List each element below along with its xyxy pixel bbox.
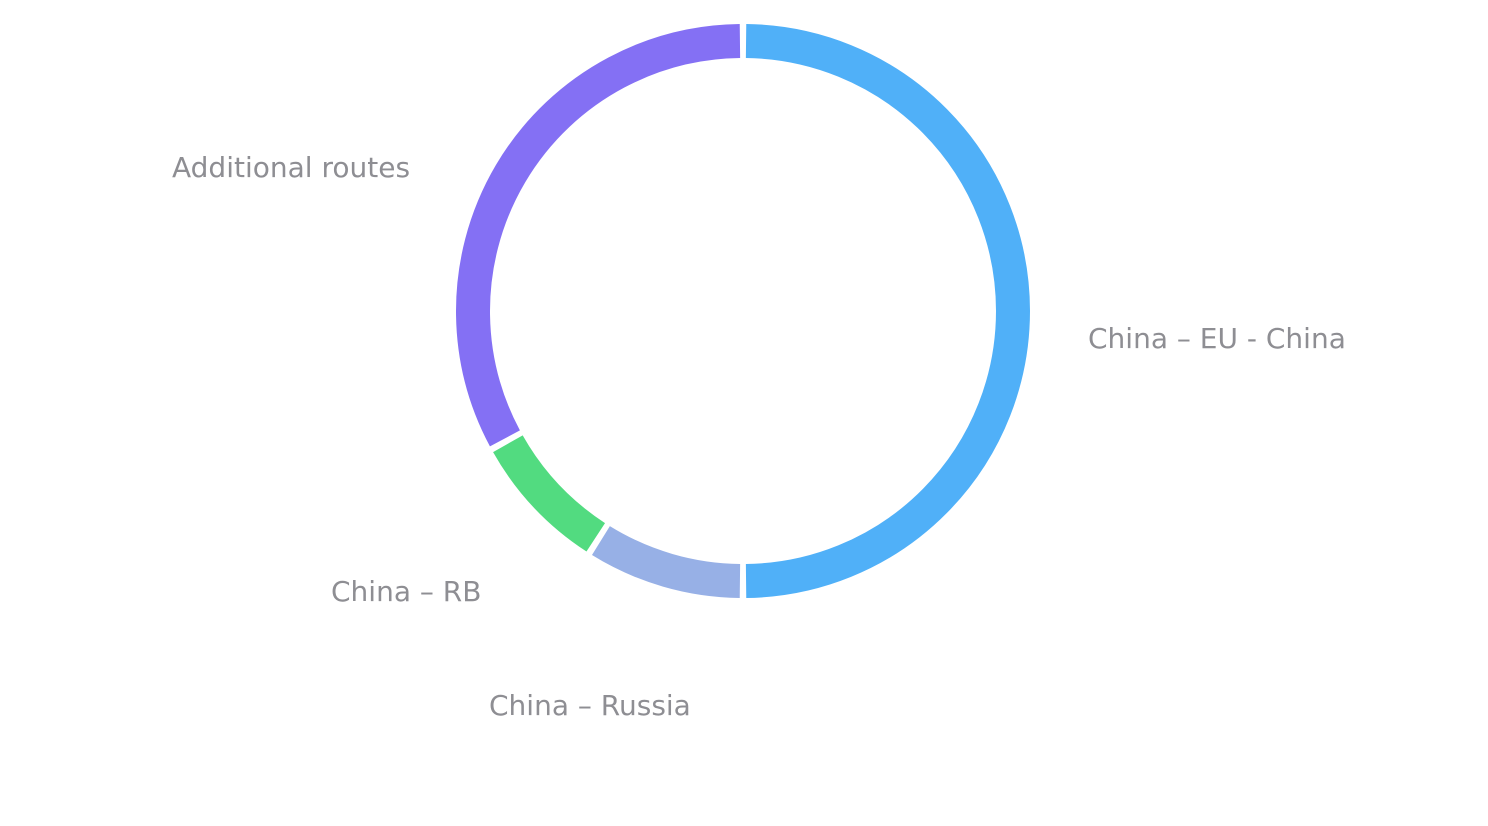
segment-label: China – EU - China (1088, 322, 1346, 355)
segment-label: China – RB (331, 575, 481, 608)
donut-segment (591, 525, 741, 598)
donut-segment (456, 24, 741, 447)
segment-label: Additional routes (172, 151, 410, 184)
donut-segment (745, 24, 1031, 598)
segment-label: China – Russia (489, 689, 691, 722)
donut-segment (493, 435, 606, 552)
